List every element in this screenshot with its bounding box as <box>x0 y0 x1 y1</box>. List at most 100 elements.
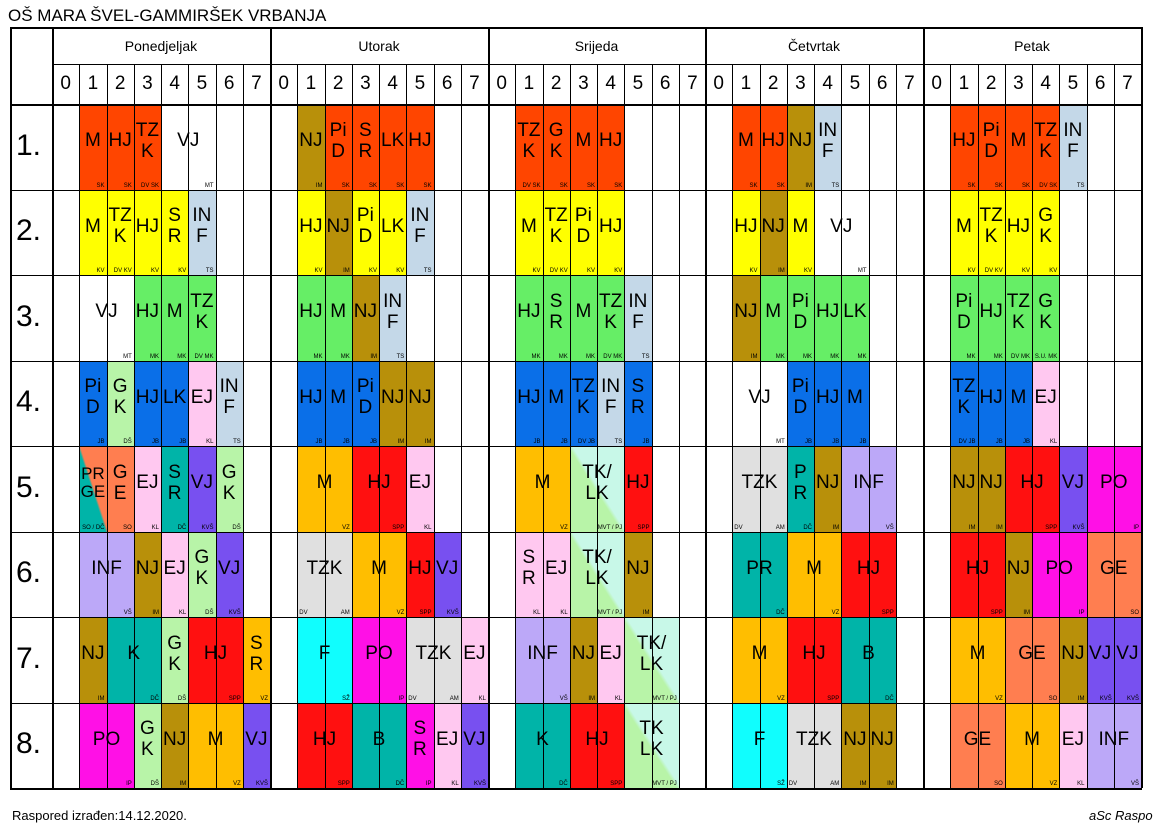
lesson-cell[interactable]: VJ KVŠ <box>188 446 216 532</box>
lesson-cell[interactable]: IN F TS <box>814 104 842 190</box>
lesson-cell[interactable]: LK MK <box>841 275 869 361</box>
lesson-cell[interactable]: NJ IM <box>950 446 978 532</box>
lesson-cell[interactable]: G K DŠ <box>215 446 243 532</box>
lesson-cell[interactable]: VJ KVŠ <box>1086 617 1114 703</box>
lesson-cell[interactable]: LK JB <box>161 360 189 446</box>
lesson-cell[interactable]: HJ MK <box>977 275 1005 361</box>
lesson-cell[interactable]: M MK <box>324 275 352 361</box>
lesson-cell[interactable]: G K DŠ <box>161 617 189 703</box>
lesson-cell[interactable]: Pi D SK <box>977 104 1005 190</box>
lesson-cell[interactable]: VJ KVŠ <box>433 531 461 617</box>
lesson-cell[interactable]: S R KL <box>515 531 543 617</box>
lesson-cell[interactable]: HJ SPP <box>406 531 434 617</box>
lesson-cell[interactable]: S R JB <box>624 360 652 446</box>
lesson-cell[interactable]: G K S.U. MK <box>1032 275 1060 361</box>
lesson-cell[interactable]: NJ IM <box>351 275 379 361</box>
lesson-cell[interactable]: M SK <box>569 104 597 190</box>
lesson-cell[interactable]: S R VZ <box>242 617 270 703</box>
lesson-cell[interactable]: Pi D JB <box>786 360 814 446</box>
lesson-cell[interactable]: Pi D SK <box>324 104 352 190</box>
lesson-cell[interactable]: IN F TS <box>597 360 625 446</box>
lesson-cell[interactable]: TZ K DV SK <box>1032 104 1060 190</box>
lesson-cell[interactable]: HJ SPP <box>624 446 652 532</box>
lesson-cell[interactable]: HJ SK <box>597 104 625 190</box>
lesson-cell[interactable]: IN F TS <box>188 189 216 275</box>
lesson-cell[interactable]: G K KV <box>1032 189 1060 275</box>
lesson-cell[interactable]: M JB <box>542 360 570 446</box>
lesson-cell[interactable]: NJ IM <box>1059 617 1087 703</box>
lesson-cell[interactable]: HJ JB <box>133 360 161 446</box>
lesson-cell[interactable]: Pi D JB <box>351 360 379 446</box>
lesson-cell[interactable]: IN F TS <box>1059 104 1087 190</box>
lesson-cell[interactable]: M SK <box>732 104 760 190</box>
lesson-cell[interactable]: Pi D KV <box>351 189 379 275</box>
lesson-cell[interactable]: EJ KL <box>460 617 488 703</box>
lesson-cell[interactable]: HJ JB <box>297 360 325 446</box>
lesson-cell[interactable]: IN F TS <box>379 275 407 361</box>
lesson-cell[interactable]: HJ JB <box>515 360 543 446</box>
lesson-cell[interactable]: HJ MK <box>814 275 842 361</box>
lesson-cell[interactable]: Pi D MK <box>786 275 814 361</box>
lesson-cell[interactable]: HJ SK <box>406 104 434 190</box>
lesson-cell[interactable]: LK KV <box>379 189 407 275</box>
lesson-cell[interactable]: TZ K DV KV <box>542 189 570 275</box>
lesson-cell[interactable]: EJ KL <box>1059 702 1087 788</box>
lesson-cell[interactable]: TZ K DV SK <box>515 104 543 190</box>
lesson-cell[interactable]: NJ IM <box>297 104 325 190</box>
lesson-cell[interactable]: TZ K DV KV <box>977 189 1005 275</box>
lesson-cell[interactable]: M MK <box>569 275 597 361</box>
lesson-cell[interactable]: TZ K DV MK <box>188 275 216 361</box>
lesson-cell[interactable]: M JB <box>1004 360 1032 446</box>
lesson-cell[interactable]: TZ K DV MK <box>597 275 625 361</box>
lesson-cell[interactable]: S R IP <box>406 702 434 788</box>
lesson-cell[interactable]: TZ K DV JB <box>950 360 978 446</box>
lesson-cell[interactable]: NJ IM <box>624 531 652 617</box>
lesson-cell[interactable]: EJ KL <box>1032 360 1060 446</box>
lesson-cell[interactable]: HJ SK <box>950 104 978 190</box>
lesson-cell[interactable]: G K DŠ <box>133 702 161 788</box>
lesson-cell[interactable]: G K DŠ <box>106 360 134 446</box>
lesson-cell[interactable]: M SK <box>79 104 107 190</box>
lesson-cell[interactable]: IN F TS <box>624 275 652 361</box>
lesson-cell[interactable]: HJ KV <box>732 189 760 275</box>
lesson-cell[interactable]: S R KV <box>161 189 189 275</box>
lesson-cell[interactable]: NJ IM <box>868 702 896 788</box>
lesson-cell[interactable]: VJ KVŠ <box>242 702 270 788</box>
lesson-cell[interactable]: HJ KV <box>597 189 625 275</box>
lesson-cell[interactable]: NJ IM <box>759 189 787 275</box>
lesson-cell[interactable]: S R MK <box>542 275 570 361</box>
lesson-cell[interactable]: EJ KL <box>406 446 434 532</box>
lesson-cell[interactable]: IN F TS <box>406 189 434 275</box>
lesson-cell[interactable]: NJ IM <box>1004 531 1032 617</box>
lesson-cell[interactable]: HJ KV <box>297 189 325 275</box>
lesson-cell[interactable]: HJ JB <box>977 360 1005 446</box>
lesson-cell[interactable]: EJ KL <box>161 531 189 617</box>
lesson-cell[interactable]: VJ KVŠ <box>1113 617 1141 703</box>
lesson-cell[interactable]: IN F TS <box>215 360 243 446</box>
lesson-cell[interactable]: HJ KV <box>133 189 161 275</box>
lesson-cell[interactable]: HJ MK <box>297 275 325 361</box>
lesson-cell[interactable]: M MK <box>759 275 787 361</box>
lesson-cell[interactable]: HJ SK <box>759 104 787 190</box>
lesson-cell[interactable]: EJ KL <box>133 446 161 532</box>
lesson-cell[interactable]: G K DŠ <box>188 531 216 617</box>
lesson-cell[interactable]: NJ IM <box>786 104 814 190</box>
lesson-cell[interactable]: EJ KL <box>433 702 461 788</box>
lesson-cell[interactable]: HJ KV <box>1004 189 1032 275</box>
lesson-cell[interactable]: NJ IM <box>841 702 869 788</box>
lesson-cell[interactable]: TZ K DV SK <box>133 104 161 190</box>
lesson-cell[interactable]: NJ IM <box>406 360 434 446</box>
lesson-cell[interactable]: M JB <box>841 360 869 446</box>
lesson-cell[interactable]: HJ SK <box>106 104 134 190</box>
lesson-cell[interactable]: TZ K DV MK <box>1004 275 1032 361</box>
lesson-cell[interactable]: NJ IM <box>379 360 407 446</box>
lesson-cell[interactable]: EJ KL <box>542 531 570 617</box>
lesson-cell[interactable]: NJ IM <box>977 446 1005 532</box>
lesson-cell[interactable]: M KV <box>79 189 107 275</box>
lesson-cell[interactable]: NJ IM <box>161 702 189 788</box>
lesson-cell[interactable]: Pi D MK <box>950 275 978 361</box>
lesson-cell[interactable]: S R SK <box>351 104 379 190</box>
lesson-cell[interactable]: EJ KL <box>597 617 625 703</box>
